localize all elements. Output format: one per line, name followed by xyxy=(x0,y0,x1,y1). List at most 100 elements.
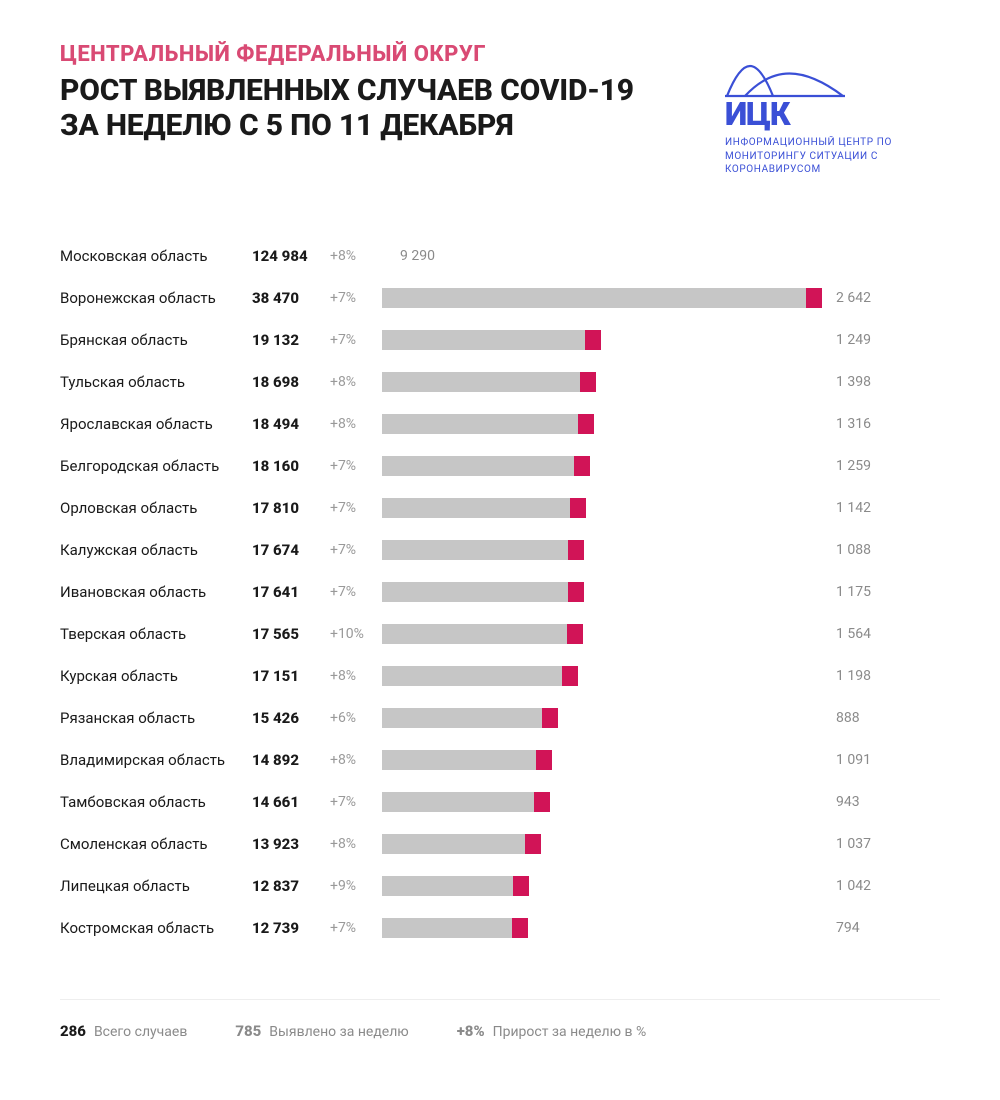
logo-text: ИНФОРМАЦИОННЫЙ ЦЕНТР ПО МОНИТОРИНГУ СИТУ… xyxy=(725,136,940,177)
bar-tip xyxy=(562,666,578,686)
header: ЦЕНТРАЛЬНЫЙ ФЕДЕРАЛЬНЫЙ ОКРУГ РОСТ ВЫЯВЛ… xyxy=(60,42,940,177)
region-weekly-value: 794 xyxy=(822,920,940,936)
region-bar xyxy=(382,582,822,602)
region-row: Белгородская область18 160+7%1 259 xyxy=(60,445,940,487)
region-row: Тамбовская область14 661+7%943 xyxy=(60,781,940,823)
legend: 286 Всего случаев 785 Выявлено за неделю… xyxy=(60,999,940,1040)
bar-tip xyxy=(580,372,596,392)
region-name: Воронежская область xyxy=(60,289,252,307)
region-weekly-value: 1 564 xyxy=(822,626,940,642)
region-name: Липецкая область xyxy=(60,877,252,895)
bar-track xyxy=(382,582,584,602)
region-bar xyxy=(382,750,822,770)
region-weekly-value: 1 037 xyxy=(822,836,940,852)
bar-tip xyxy=(574,456,590,476)
region-total: 12 739 xyxy=(252,919,330,937)
region-growth-pct: +6% xyxy=(330,710,382,726)
region-total: 124 984 xyxy=(252,247,330,265)
region-name: Смоленская область xyxy=(60,835,252,853)
region-total: 14 892 xyxy=(252,751,330,769)
region-name: Московская область xyxy=(60,247,252,265)
bar-track xyxy=(382,918,528,938)
region-bar xyxy=(382,498,822,518)
regions-chart: Московская область124 984+8%9 290Воронеж… xyxy=(60,235,940,949)
bar-track xyxy=(382,498,586,518)
region-row: Владимирская область14 892+8%1 091 xyxy=(60,739,940,781)
region-total: 17 151 xyxy=(252,667,330,685)
region-name: Костромская область xyxy=(60,919,252,937)
bar-tip xyxy=(568,540,584,560)
region-weekly-value: 1 398 xyxy=(822,374,940,390)
region-row: Тверская область17 565+10%1 564 xyxy=(60,613,940,655)
region-weekly-value: 1 091 xyxy=(822,752,940,768)
bar-tip xyxy=(512,918,528,938)
legend-weekly-value: 785 xyxy=(235,1022,261,1040)
legend-weekly-label: Выявлено за неделю xyxy=(269,1024,408,1040)
title-line-1: РОСТ ВЫЯВЛЕННЫХ СЛУЧАЕВ COVID-19 xyxy=(60,73,634,108)
region-total: 17 641 xyxy=(252,583,330,601)
district-subtitle: ЦЕНТРАЛЬНЫЙ ФЕДЕРАЛЬНЫЙ ОКРУГ xyxy=(60,42,634,67)
legend-growth-label: Прирост за неделю в % xyxy=(493,1024,647,1040)
region-row: Смоленская область13 923+8%1 037 xyxy=(60,823,940,865)
region-name: Тамбовская область xyxy=(60,793,252,811)
region-weekly-value: 1 088 xyxy=(822,542,940,558)
region-growth-pct: +9% xyxy=(330,878,382,894)
bar-tip xyxy=(536,750,552,770)
region-total: 18 698 xyxy=(252,373,330,391)
region-row: Московская область124 984+8%9 290 xyxy=(60,235,940,277)
region-row: Орловская область17 810+7%1 142 xyxy=(60,487,940,529)
bar-track xyxy=(382,540,584,560)
region-bar xyxy=(382,372,822,392)
region-growth-pct: +7% xyxy=(330,458,382,474)
region-weekly-value: 1 198 xyxy=(822,668,940,684)
legend-weekly: 785 Выявлено за неделю xyxy=(235,1022,408,1040)
region-row: Брянская область19 132+7%1 249 xyxy=(60,319,940,361)
legend-total: 286 Всего случаев xyxy=(60,1022,187,1040)
region-growth-pct: +7% xyxy=(330,332,382,348)
region-total: 14 661 xyxy=(252,793,330,811)
legend-growth-value: +8% xyxy=(457,1022,485,1040)
region-weekly-value: 1 316 xyxy=(822,416,940,432)
bar-tip xyxy=(806,288,822,308)
bar-tip xyxy=(578,414,594,434)
region-row: Рязанская область15 426+6%888 xyxy=(60,697,940,739)
region-bar xyxy=(382,456,822,476)
region-growth-pct: +8% xyxy=(330,668,382,684)
region-total: 15 426 xyxy=(252,709,330,727)
region-growth-pct: +7% xyxy=(330,584,382,600)
region-growth-pct: +8% xyxy=(330,752,382,768)
region-bar xyxy=(382,666,822,686)
region-name: Ивановская область xyxy=(60,583,252,601)
region-growth-pct: +7% xyxy=(330,290,382,306)
region-weekly-value: 888 xyxy=(822,710,940,726)
region-weekly-value: 1 175 xyxy=(822,584,940,600)
region-total: 17 674 xyxy=(252,541,330,559)
legend-growth: +8% Прирост за неделю в % xyxy=(457,1022,646,1040)
region-row: Ивановская область17 641+7% 1 175 xyxy=(60,571,940,613)
region-row: Ярославская область18 494+8%1 316 xyxy=(60,403,940,445)
region-growth-pct: +8% xyxy=(330,416,382,432)
bar-track xyxy=(382,330,601,350)
bar-track xyxy=(382,876,529,896)
region-growth-pct: +7% xyxy=(330,794,382,810)
region-growth-pct: +8% xyxy=(330,374,382,390)
bar-track xyxy=(382,288,822,308)
logo-curve-2 xyxy=(745,74,843,97)
region-growth-pct: +8% xyxy=(330,836,382,852)
region-weekly-value: 1 142 xyxy=(822,500,940,516)
legend-total-label: Всего случаев xyxy=(94,1024,187,1040)
region-name: Брянская область xyxy=(60,331,252,349)
region-bar xyxy=(382,792,822,812)
bar-tip xyxy=(513,876,529,896)
region-total: 12 837 xyxy=(252,877,330,895)
region-total: 18 160 xyxy=(252,457,330,475)
region-row: Калужская область17 674+7%1 088 xyxy=(60,529,940,571)
bar-tip xyxy=(534,792,550,812)
region-total: 17 810 xyxy=(252,499,330,517)
region-bar xyxy=(382,834,822,854)
bar-track xyxy=(382,750,552,770)
region-row: Воронежская область38 470+7%2 642 xyxy=(60,277,940,319)
region-bar xyxy=(382,540,822,560)
logo-abbr: ИЦК xyxy=(725,98,940,130)
region-growth-pct: +10% xyxy=(330,626,382,642)
